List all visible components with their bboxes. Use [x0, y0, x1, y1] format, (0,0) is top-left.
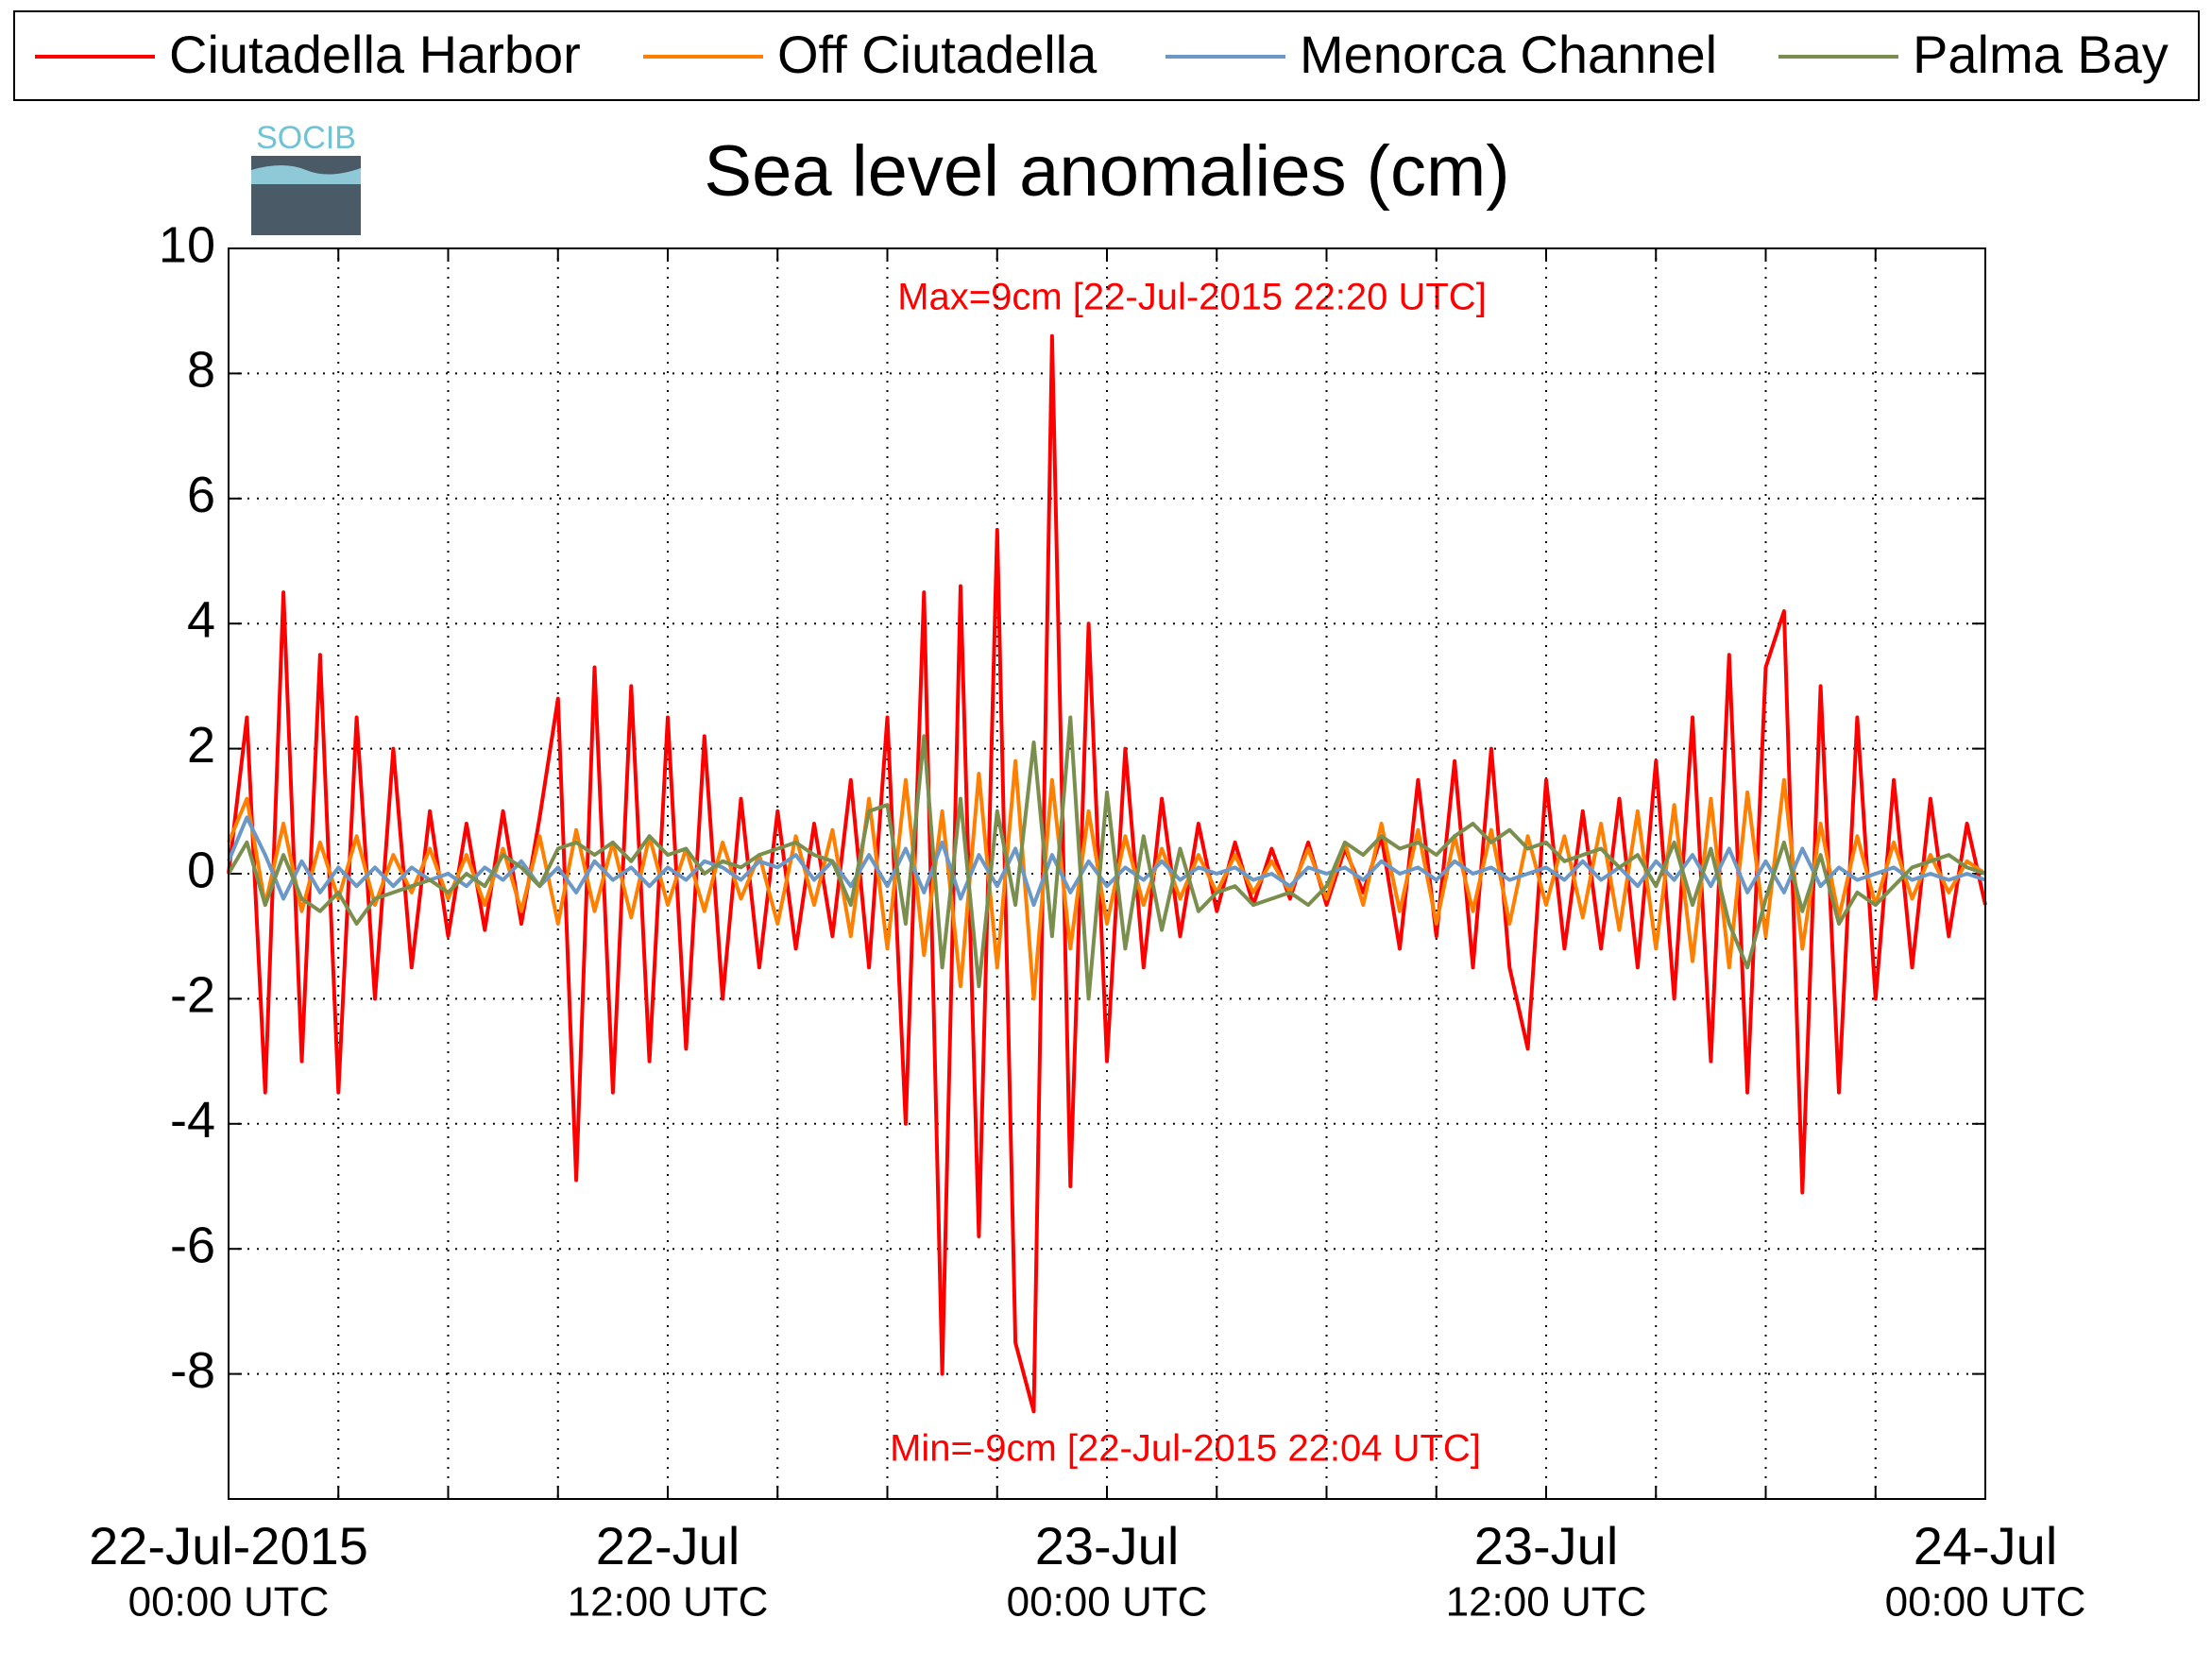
x-tick-label: 23-Jul: [1035, 1516, 1180, 1575]
legend-label: Menorca Channel: [1300, 25, 1717, 84]
series-line: [227, 815, 1986, 908]
y-tick-label: 0: [187, 842, 215, 898]
x-tick-sublabel: 12:00 UTC: [568, 1579, 769, 1626]
x-tick-label: 24-Jul: [1914, 1516, 2058, 1575]
legend-box: [13, 10, 2200, 101]
logo-text: SOCIB: [256, 120, 356, 156]
legend-label: Ciutadella Harbor: [169, 25, 581, 84]
chart-title: Sea level anomalies (cm): [704, 131, 1509, 212]
y-tick-label: 8: [187, 342, 215, 399]
legend-label: Off Ciutadella: [777, 25, 1097, 84]
y-tick-label: 6: [187, 467, 215, 523]
plot-frame: [228, 247, 1986, 1500]
y-tick-label: 4: [187, 591, 215, 648]
x-tick-sublabel: 00:00 UTC: [1007, 1579, 1208, 1626]
y-tick-label: -4: [170, 1092, 215, 1149]
y-tick-label: 2: [187, 717, 215, 774]
annotation: Min=-9cm [22-Jul-2015 22:04 UTC]: [890, 1428, 1481, 1470]
y-tick-label: -6: [170, 1217, 215, 1273]
y-tick-label: 10: [159, 216, 215, 273]
logo: SOCIB: [251, 120, 361, 235]
series-line: [227, 333, 1987, 1414]
y-tick-label: -2: [170, 967, 215, 1024]
x-tick-sublabel: 00:00 UTC: [128, 1579, 330, 1626]
y-tick-label: -8: [170, 1342, 215, 1399]
x-tick-label: 23-Jul: [1474, 1516, 1619, 1575]
series-line: [227, 758, 1987, 1001]
annotation: Max=9cm [22-Jul-2015 22:20 UTC]: [897, 277, 1487, 318]
legend-label: Palma Bay: [1913, 25, 2169, 84]
x-tick-sublabel: 00:00 UTC: [1885, 1579, 2086, 1626]
x-tick-sublabel: 12:00 UTC: [1446, 1579, 1647, 1626]
x-tick-label: 22-Jul: [596, 1516, 740, 1575]
x-tick-label: 22-Jul-2015: [89, 1516, 368, 1575]
logo-wave: [251, 165, 361, 184]
series-line: [227, 715, 1986, 1001]
